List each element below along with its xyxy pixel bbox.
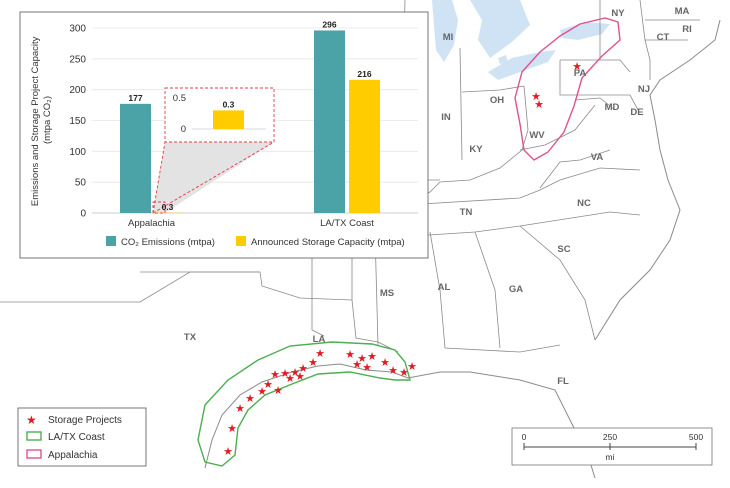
storage-project-star-icon: ★ (407, 361, 417, 373)
storage-project-star-icon: ★ (235, 403, 245, 415)
storage-projects-star-icon: ★ (26, 413, 37, 427)
chart-legend: CO₂ Emissions (mtpa) Announced Storage Ca… (106, 236, 405, 248)
state-label: VA (591, 152, 604, 163)
y-tick-label: 150 (69, 116, 86, 127)
y-tick-label: 100 (69, 147, 86, 158)
y-tick-label: 300 (69, 24, 86, 35)
bar (349, 80, 380, 213)
bar-value-label: 216 (357, 69, 371, 79)
y-tick-label: 0 (80, 209, 86, 220)
state-label: NC (577, 198, 591, 209)
inset-bar (213, 110, 244, 129)
state-label: RI (682, 24, 692, 35)
scale-tick-label: 500 (689, 432, 703, 442)
legend-swatch (236, 236, 246, 246)
storage-project-star-icon: ★ (295, 371, 305, 383)
state-label: DE (630, 107, 643, 118)
legend-swatch (106, 236, 116, 246)
state-label: AL (438, 282, 451, 293)
state-label: WV (529, 130, 545, 141)
storage-project-star-icon: ★ (388, 365, 398, 377)
map-legend: ★ Storage Projects LA/TX Coast Appalachi… (18, 408, 146, 466)
state-label: NJ (638, 84, 650, 95)
inset-value-label: 0.3 (223, 99, 235, 109)
storage-project-star-icon: ★ (572, 61, 582, 73)
storage-project-star-icon: ★ (273, 385, 283, 397)
scale-tick-label: 250 (603, 432, 617, 442)
state-label: OH (490, 95, 504, 106)
y-axis-label-line-2: (mtpa CO₂) (42, 96, 53, 144)
bar (120, 104, 151, 213)
storage-project-star-icon: ★ (257, 386, 267, 398)
scale-bar: 0 250 500 mi (512, 428, 712, 465)
bar-value-label: 0.3 (162, 202, 174, 212)
category-label: Appalachia (128, 218, 176, 229)
inset-y-tick-label: 0 (181, 124, 186, 135)
storage-project-star-icon: ★ (362, 362, 372, 374)
state-label: CT (657, 32, 670, 43)
storage-project-star-icon: ★ (285, 373, 295, 385)
y-tick-label: 200 (69, 85, 86, 96)
lake-michigan (432, 0, 458, 62)
state-label: MA (675, 6, 690, 17)
legend-label: Announced Storage Capacity (mtpa) (251, 237, 405, 248)
state-label: MS (380, 288, 394, 299)
state-label: KY (469, 144, 483, 155)
legend-label-storage-projects: Storage Projects (48, 415, 122, 426)
inset-y-tick-label: 0.5 (173, 93, 186, 104)
state-label: IN (441, 112, 451, 123)
scale-tick-label: 0 (522, 432, 527, 442)
atlantic-coast (595, 20, 720, 340)
storage-project-star-icon: ★ (245, 393, 255, 405)
storage-project-star-icon: ★ (227, 423, 237, 435)
state-label: TN (460, 207, 473, 218)
legend-label: CO₂ Emissions (mtpa) (121, 237, 215, 248)
storage-project-star-icon: ★ (223, 446, 233, 458)
y-axis-label-line-1: Emissions and Storage Project Capacity (30, 36, 41, 206)
state-label: LA (313, 334, 326, 345)
bar (314, 30, 345, 213)
category-label: LA/TX Coast (320, 218, 374, 229)
state-label: NY (611, 8, 625, 19)
storage-project-star-icon: ★ (352, 359, 362, 371)
bar-value-label: 177 (128, 93, 142, 103)
lake-erie (488, 50, 556, 80)
legend-label-appalachia: Appalachia (48, 450, 98, 461)
bar-value-label: 296 (322, 19, 336, 29)
storage-project-star-icon: ★ (534, 99, 544, 111)
state-label: GA (509, 284, 523, 295)
state-label: FL (557, 376, 569, 387)
y-tick-label: 250 (69, 54, 86, 65)
y-tick-label: 50 (75, 178, 87, 189)
legend-label-la-tx-coast: LA/TX Coast (48, 432, 105, 443)
state-label: TX (184, 332, 197, 343)
state-label: MD (605, 102, 620, 113)
state-label: MI (443, 32, 454, 43)
lake-huron (470, 0, 530, 58)
state-label: SC (557, 244, 570, 255)
storage-project-star-icon: ★ (308, 357, 318, 369)
scale-unit: mi (606, 452, 615, 462)
chart-panel: 0 50 100 150 200 250 300 Emissions and Storage… (20, 12, 428, 258)
